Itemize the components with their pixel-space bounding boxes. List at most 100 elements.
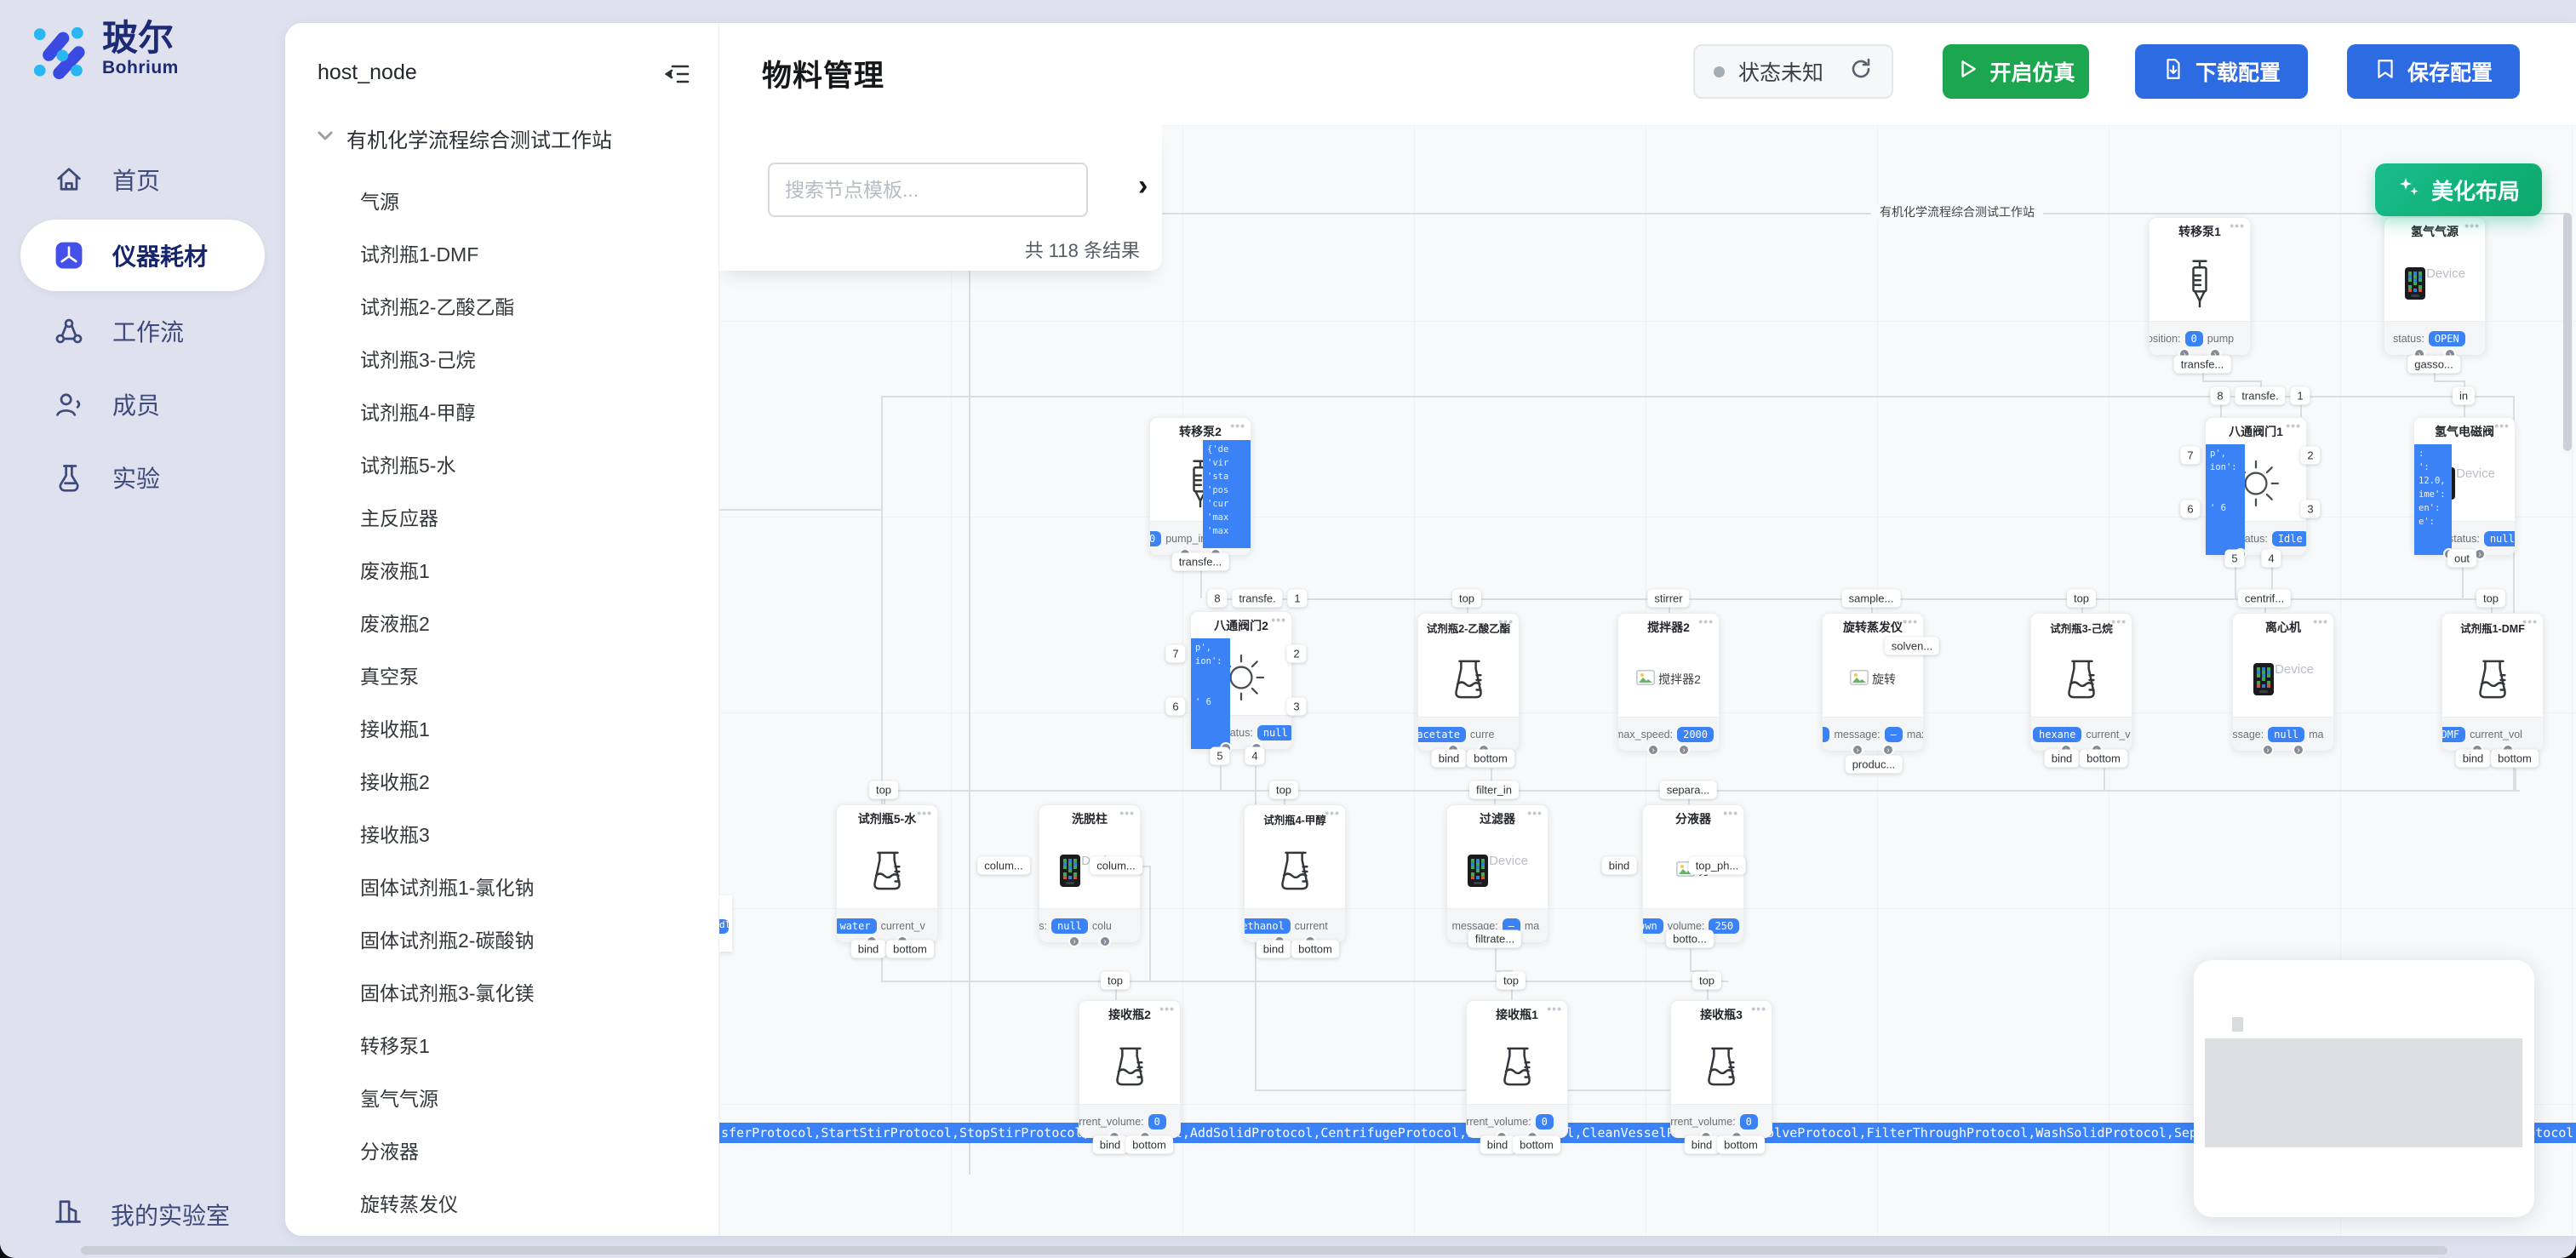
port-chip[interactable]: centrif... [2237,589,2292,608]
download-config-button[interactable]: 下载配置 [2135,44,2308,99]
node-menu-icon[interactable]: ••• [1498,615,1514,628]
port-chip[interactable]: botto... [1666,929,1714,948]
tree-item-18[interactable]: 氢气气源 [360,1088,438,1110]
port-chip[interactable]: top [1100,971,1131,990]
port-chip[interactable]: separa... [1659,781,1717,799]
panel-collapse-icon[interactable] [661,57,695,91]
port-chip[interactable]: 7 [1165,644,1186,663]
port-chip[interactable]: top [1496,971,1526,990]
port-chip[interactable]: top [1268,781,1299,799]
tree-item-19[interactable]: 分液器 [360,1141,419,1163]
tree-item-1[interactable]: 气源 [360,191,399,213]
port-chip[interactable]: in [2452,386,2476,405]
minimap[interactable] [2194,960,2534,1217]
port-chip[interactable]: bind [1601,856,1637,875]
port-dot[interactable]: › [1852,744,1863,756]
minimap-viewport[interactable] [2205,1038,2522,1147]
tree-item-15[interactable]: 固体试剂瓶2-碳酸钠 [360,929,535,952]
tree-item-2[interactable]: 试剂瓶1-DMF [360,243,479,266]
port-chip[interactable]: 6 [2180,500,2201,518]
port-chip[interactable]: top_ph... [1688,856,1746,875]
port-chip[interactable]: bottom [1467,749,1514,768]
node-eight-way-valve-2[interactable]: 八通阀门2•••status:null››p', ion': ' 6 [1190,611,1292,754]
port-chip[interactable]: bottom [1125,1135,1173,1154]
tree-item-5[interactable]: 试剂瓶4-甲醇 [360,402,476,424]
status-badge[interactable]: 状态未知 [1693,44,1893,99]
tree-item-9[interactable]: 废液瓶2 [360,613,430,635]
node-menu-icon[interactable]: ••• [1325,806,1340,820]
port-chip[interactable]: 6 [1165,697,1186,716]
node-receiver-bottle-1[interactable]: 接收瓶1•••current_volume:0›› [1466,1000,1568,1143]
port-dot[interactable]: › [2293,744,2304,756]
sidebar-item-instruments[interactable]: 仪器耗材 [20,220,265,291]
port-chip[interactable]: transfe... [2173,355,2231,374]
port-chip[interactable]: solven... [1884,637,1940,655]
node-menu-icon[interactable]: ••• [2313,615,2328,628]
port-chip[interactable]: bind [2044,749,2080,768]
sidebar-item-experiment[interactable]: 实验 [0,441,285,514]
port-chip[interactable]: colum... [1090,856,1142,875]
port-chip[interactable]: transfe... [1171,552,1229,571]
port-dot[interactable]: › [2262,744,2274,756]
node-menu-icon[interactable]: ••• [1230,419,1245,432]
search-submit-icon[interactable]: › [1138,169,1148,202]
port-chip[interactable]: 1 [1287,589,1308,608]
port-dot[interactable]: › [1068,935,1080,947]
node-menu-icon[interactable]: ••• [2522,615,2538,628]
port-chip[interactable]: bottom [886,940,934,958]
tree-item-10[interactable]: 真空泵 [360,666,419,688]
tree-item-8[interactable]: 废液瓶1 [360,560,430,582]
port-chip[interactable]: bind [1684,1135,1720,1154]
port-chip[interactable]: transfe. [1232,589,1283,608]
tree-item-4[interactable]: 试剂瓶3-己烷 [360,349,476,371]
tree-item-17[interactable]: 转移泵1 [360,1035,430,1057]
node-menu-icon[interactable]: ••• [1903,615,1918,628]
port-dot[interactable]: › [1882,744,1894,756]
port-dot[interactable]: › [1099,935,1111,947]
port-chip[interactable]: transfe. [2235,386,2286,405]
tree-group-row[interactable]: 有机化学流程综合测试工作站 [314,123,612,153]
node-menu-icon[interactable]: ••• [917,806,932,820]
port-chip[interactable]: bottom [1513,1135,1560,1154]
sidebar-item-home[interactable]: 首页 [0,143,285,216]
search-input[interactable] [768,163,1088,217]
beautify-layout-button[interactable]: 美化布局 [2375,163,2542,216]
tree-item-16[interactable]: 固体试剂瓶3-氯化镁 [360,982,535,1004]
port-dot[interactable]: › [1647,744,1659,756]
port-chip[interactable]: bind [1431,749,1467,768]
node-reagent-bottle-4[interactable]: 试剂瓶4-甲醇•••methanolcurrent›› [1244,804,1346,947]
port-chip[interactable]: 5 [2224,549,2245,568]
node-menu-icon[interactable]: ••• [2230,219,2245,232]
port-dot[interactable]: › [1678,744,1690,756]
port-chip[interactable]: gasso... [2407,355,2460,374]
port-chip[interactable]: 7 [2180,446,2201,465]
partial-node[interactable]: dl [719,895,732,952]
sidebar-item-members[interactable]: 成员 [0,368,285,441]
port-chip[interactable]: top [1692,971,1722,990]
port-chip[interactable]: 3 [1286,697,1307,716]
port-chip[interactable]: bottom [1717,1135,1765,1154]
tree-item-3[interactable]: 试剂瓶2-乙酸乙酯 [360,296,515,318]
port-chip[interactable]: bottom [1291,940,1339,958]
port-chip[interactable]: filtrate... [1468,929,1522,948]
node-menu-icon[interactable]: ••• [2286,419,2301,432]
tree-item-11[interactable]: 接收瓶1 [360,718,430,741]
port-chip[interactable]: top [2476,589,2506,608]
node-menu-icon[interactable]: ••• [1723,806,1738,820]
port-chip[interactable]: 1 [2290,386,2310,405]
port-chip[interactable]: bind [1480,1135,1515,1154]
port-chip[interactable]: top [2066,589,2097,608]
port-chip[interactable]: out [2447,549,2477,568]
node-receiver-bottle-3[interactable]: 接收瓶3•••current_volume:0›› [1670,1000,1772,1143]
port-chip[interactable]: top [1451,589,1482,608]
node-menu-icon[interactable]: ••• [1527,806,1543,820]
tree-item-12[interactable]: 接收瓶2 [360,771,430,793]
port-chip[interactable]: 2 [1286,644,1307,663]
node-receiver-bottle-2[interactable]: 接收瓶2•••current_volume:0›› [1079,1000,1181,1143]
